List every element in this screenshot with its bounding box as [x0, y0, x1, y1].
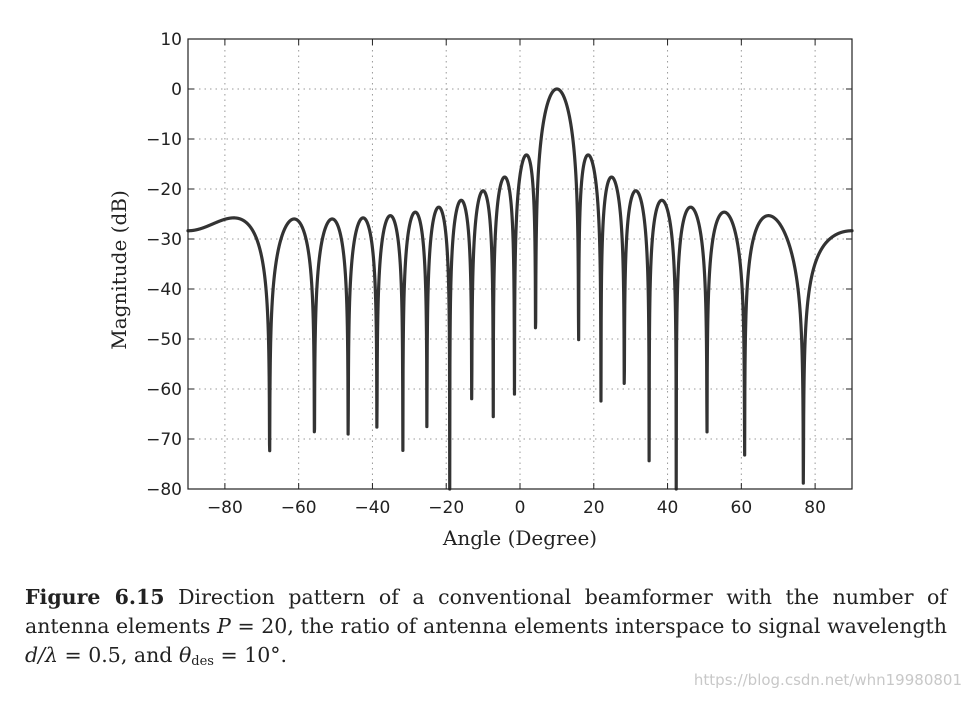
tick-labels: −80 −60 −40 −20 0 20 40 60 80100−10−20−30−40−50−… [146, 30, 826, 518]
subscript-des: des [191, 654, 214, 669]
x-tick-label: 40 [657, 498, 679, 518]
y-tick-label: −70 [146, 430, 182, 450]
caption-text-3: = 0.5, and [58, 643, 179, 667]
x-tick-label: 0 [515, 498, 526, 518]
y-tick-label: −60 [146, 380, 182, 400]
series-line-direction-pattern [186, 87, 854, 491]
y-tick-label: −20 [146, 180, 182, 200]
caption-text-1: Direction pattern of a conventional beam… [25, 585, 947, 638]
y-axis-label: Magnitude (dB) [107, 190, 131, 350]
x-tick-label: −60 [281, 498, 317, 518]
x-tick-label: 60 [731, 498, 753, 518]
variable-d: d [25, 643, 39, 667]
x-tick-label: −20 [428, 498, 464, 518]
caption-text-4: = 10°. [213, 643, 288, 667]
plot-frame [187, 38, 853, 490]
figure-caption: Figure 6.15 Direction pattern of a conve… [25, 583, 947, 676]
y-tick-label: 10 [160, 30, 182, 50]
x-tick-label: −40 [354, 498, 390, 518]
y-tick-label: 0 [171, 80, 182, 100]
variable-theta: θ [178, 643, 192, 667]
x-tick-label: 80 [804, 498, 826, 518]
figure-label: Figure 6.15 [25, 585, 165, 609]
y-tick-label: −30 [146, 230, 182, 250]
watermark-url: https://blog.csdn.net/whn19980801 [693, 671, 962, 689]
grid-lines [188, 38, 852, 490]
y-tick-label: −80 [146, 480, 182, 500]
x-axis-label: Angle (Degree) [442, 526, 597, 550]
caption-text-2: = 20, the ratio of antenna elements inte… [230, 614, 948, 638]
variable-lambda: /λ [38, 643, 59, 667]
y-tick-label: −50 [146, 330, 182, 350]
variable-p: P [217, 614, 231, 638]
y-tick-label: −10 [146, 130, 182, 150]
y-tick-label: −40 [146, 280, 182, 300]
x-tick-label: 20 [583, 498, 605, 518]
direction-pattern-chart: −80 −60 −40 −20 0 20 40 60 80100−10−20−30−40−50−… [107, 30, 854, 550]
x-tick-label: −80 [207, 498, 243, 518]
